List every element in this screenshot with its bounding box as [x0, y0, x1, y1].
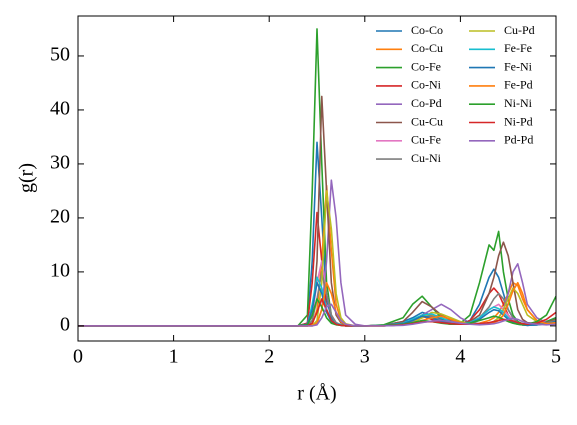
y-tick-label: 30 — [50, 152, 70, 174]
legend-label: Pd-Pd — [504, 133, 533, 147]
legend-label: Co-Co — [411, 23, 443, 37]
legend-label: Co-Pd — [411, 96, 442, 110]
x-tick-label: 0 — [73, 346, 83, 368]
x-tick-label: 5 — [551, 346, 561, 368]
legend-label: Cu-Ni — [411, 151, 442, 165]
x-tick-label: 3 — [360, 346, 370, 368]
series-line — [78, 95, 556, 327]
x-tick-label: 1 — [169, 346, 179, 368]
legend-label: Fe-Fe — [504, 41, 532, 55]
legend-label: Cu-Fe — [411, 133, 441, 147]
legend-label: Ni-Pd — [504, 114, 533, 128]
legend-label: Fe-Ni — [504, 59, 533, 73]
legend-label: Cu-Pd — [504, 23, 535, 37]
series-line — [78, 190, 556, 327]
y-tick-label: 50 — [50, 44, 70, 66]
legend-label: Co-Cu — [411, 41, 443, 55]
x-axis-label: r (Å) — [297, 383, 336, 405]
legend-label: Fe-Pd — [504, 78, 533, 92]
series-line — [78, 303, 556, 327]
y-axis-label: g(r) — [16, 163, 38, 193]
legend-label: Co-Fe — [411, 59, 441, 73]
plot-lines — [78, 28, 556, 327]
y-tick-label: 20 — [50, 206, 70, 228]
x-tick-label: 4 — [455, 346, 465, 368]
x-tick-label: 2 — [264, 346, 274, 368]
series-line — [78, 281, 556, 327]
legend-label: Cu-Cu — [411, 114, 443, 128]
plot-frame — [77, 15, 557, 342]
y-tick-label: 0 — [60, 313, 70, 335]
y-tick-label: 40 — [50, 98, 70, 120]
legend-label: Ni-Ni — [504, 96, 533, 110]
legend-label: Co-Ni — [411, 78, 442, 92]
y-tick-label: 10 — [50, 259, 70, 281]
